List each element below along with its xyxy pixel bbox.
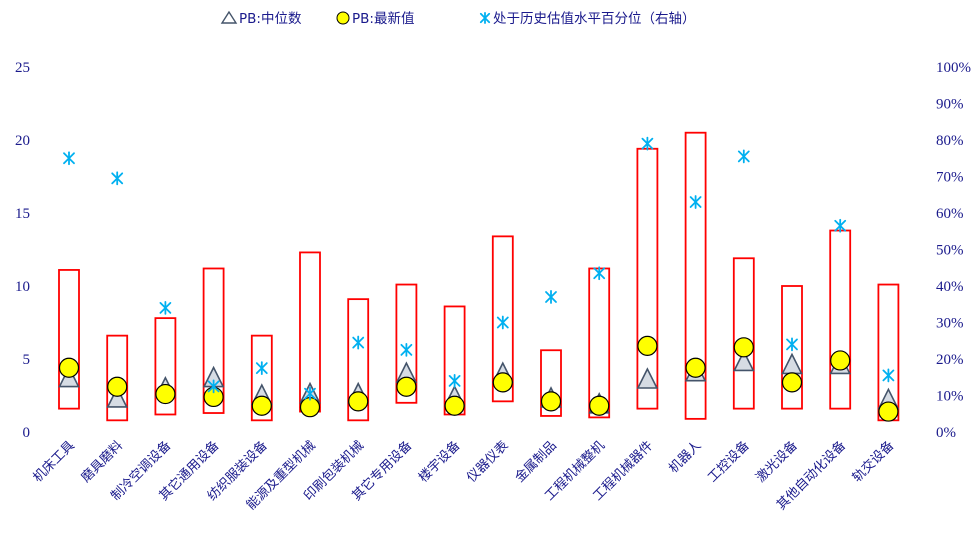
right-tick-label: 50% [936,243,964,259]
latest-marker [589,395,610,416]
range-box [781,285,803,410]
percentile-marker [352,335,365,350]
right-y-axis: 0% 10% 20% 30% 40% 50% 60% 70% 80% 90% 100% [936,60,971,441]
percentile-marker [304,386,316,401]
percentile-marker [834,218,847,233]
legend-median-label: PB:中位数 [239,11,302,27]
percentile-marker [496,315,509,330]
left-tick-label: 10 [15,279,30,295]
legend-percentile-label: 处于历史估值水平百分位（右轴） [493,11,696,27]
category-label: 磨具磨料 [79,438,126,485]
latest-marker [58,357,80,378]
percentile-marker [111,171,124,186]
right-tick-label: 90% [936,97,964,113]
latest-marker [685,357,706,378]
median-marker [733,349,755,372]
percentile-marker [641,136,654,151]
range-box [347,298,370,422]
legend-percentile-icon [479,12,491,24]
range-box [58,269,80,410]
percentile-markers [63,136,895,401]
range-box [395,283,418,404]
x-axis-categories: 机床工具 磨具磨料制冷空调设备其它通用设备纺织服装设备能源及重型机械印刷包装机械其… [30,438,897,514]
latest-marker [781,372,803,393]
right-tick-label: 40% [936,279,964,295]
range-box [540,349,562,417]
range-boxes [58,131,900,422]
category-label: 工控设备 [705,438,753,486]
latest-marker [155,383,176,405]
right-tick-label: 100% [936,60,971,76]
right-tick-label: 0% [936,425,956,441]
right-tick-label: 60% [936,206,964,222]
latest-marker [492,372,513,393]
range-box [491,235,514,403]
left-y-axis: 0 5 10 15 20 25 [15,60,30,441]
percentile-marker [882,368,895,383]
range-box [829,229,852,410]
left-tick-label: 0 [23,425,31,441]
latest-marker [251,395,272,416]
percentile-marker [689,195,702,209]
percentile-marker [159,300,172,315]
median-marker [106,386,128,408]
range-box [250,334,273,422]
median-marker [636,367,659,389]
right-tick-label: 70% [936,170,964,186]
percentile-marker [545,290,557,304]
category-label: 轨交设备 [849,438,897,486]
range-box [684,131,707,420]
latest-marker [637,335,658,356]
median-markers [58,349,900,414]
latest-marker [878,401,899,422]
category-label: 机器人 [666,438,704,476]
range-box [154,317,177,416]
latest-marker [107,376,128,397]
left-tick-label: 20 [15,133,30,149]
percentile-marker [400,342,413,357]
range-box [106,334,129,422]
percentile-marker [207,379,220,394]
legend-median-icon [220,10,238,24]
category-label: 金属制品 [512,438,560,486]
left-tick-label: 5 [23,352,31,368]
right-tick-label: 80% [936,133,964,149]
latest-marker [540,391,562,412]
percentile-marker [255,361,268,376]
legend-latest-label: PB:最新值 [352,11,414,27]
category-label: 激光设备 [753,438,801,486]
right-tick-label: 30% [936,316,964,332]
median-marker [781,352,803,375]
percentile-marker [737,149,750,164]
legend: PB:中位数 PB:最新值 处于历史估值水平百分位（右轴） [220,10,696,27]
category-label: 机床工具 [30,438,77,485]
right-tick-label: 20% [936,352,964,368]
legend-latest-icon [336,11,350,25]
percentile-marker [63,151,75,166]
latest-marker [348,391,369,412]
left-tick-label: 25 [15,60,30,76]
latest-markers [58,335,899,422]
category-label: 仪器仪表 [464,438,511,485]
percentile-marker [593,266,606,281]
percentile-marker [786,337,798,352]
range-box [732,257,755,410]
latest-marker [444,395,465,416]
latest-marker [396,376,417,397]
percentile-marker [448,373,461,388]
left-tick-label: 15 [15,206,30,222]
latest-marker [830,350,851,371]
latest-marker [733,337,754,358]
right-tick-label: 10% [936,389,964,405]
range-box [202,267,225,414]
category-label: 楼宇设备 [415,438,463,486]
